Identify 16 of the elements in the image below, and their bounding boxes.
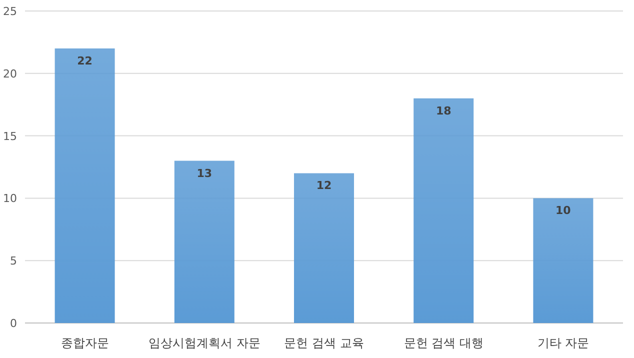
y-tick-label: 0	[10, 317, 17, 330]
y-tick-label: 5	[10, 254, 17, 268]
data-label: 22	[77, 54, 92, 68]
y-tick-label: 10	[3, 192, 17, 206]
x-tick-label: 문헌 검색 교육	[284, 336, 364, 350]
data-label: 13	[196, 166, 212, 180]
x-tick-label: 종합자문	[60, 336, 109, 350]
x-tick-label: 문헌 검색 대행	[404, 336, 484, 350]
data-label: 12	[316, 179, 332, 192]
y-tick-label: 20	[3, 67, 17, 80]
x-tick-label: 임상시험계획서 자문	[148, 336, 260, 350]
data-label: 18	[436, 104, 452, 118]
data-label: 10	[556, 204, 572, 218]
x-tick-label: 기타 자문	[537, 336, 590, 350]
y-tick-label: 25	[3, 5, 17, 18]
y-tick-label: 15	[3, 130, 17, 143]
